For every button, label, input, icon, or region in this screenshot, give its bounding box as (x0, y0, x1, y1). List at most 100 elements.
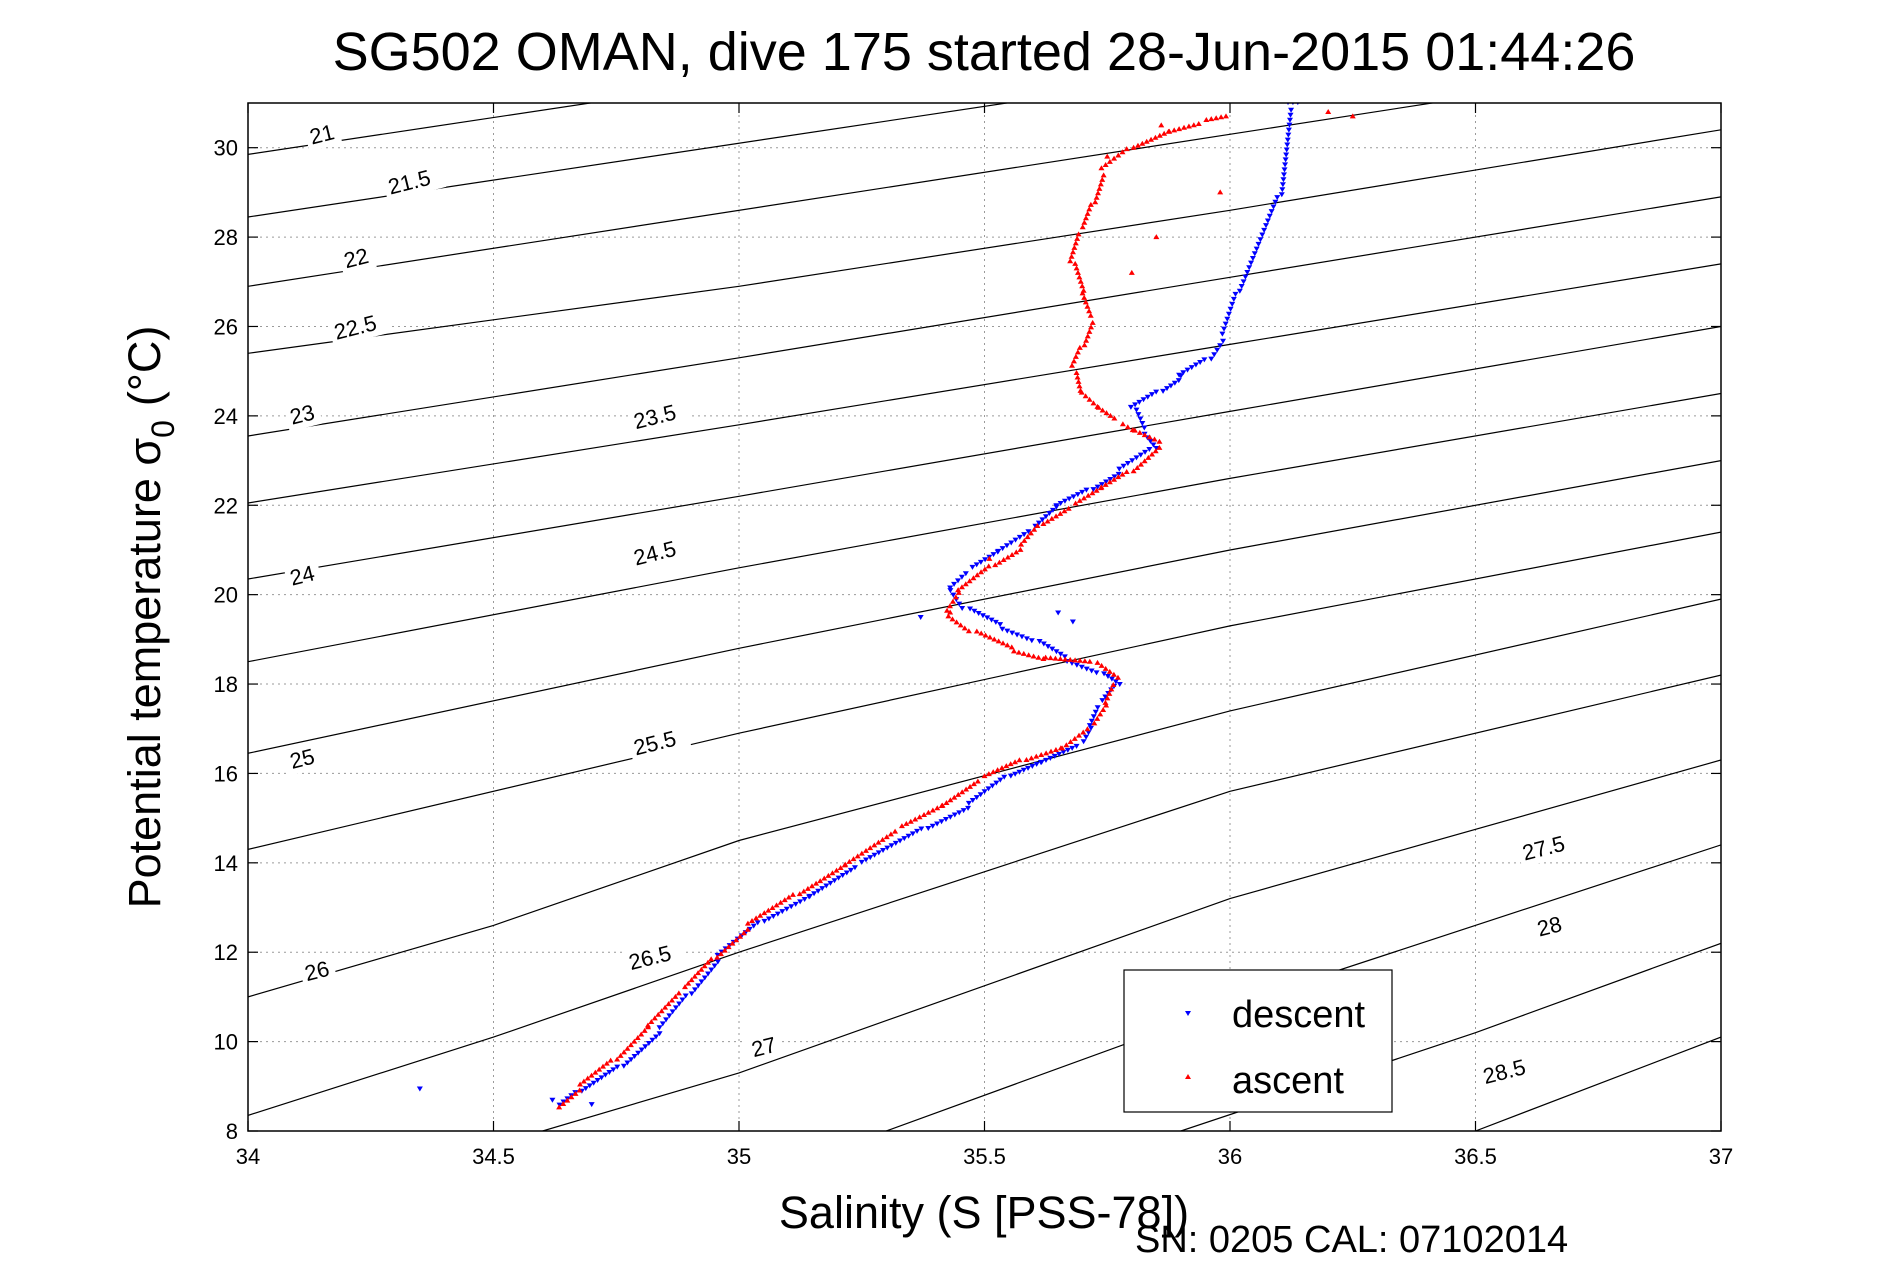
ascent-point (1208, 116, 1215, 122)
y-tick-label: 20 (214, 583, 238, 608)
descent-point (708, 967, 715, 973)
ascent-point (808, 883, 815, 889)
ascent-point (1102, 665, 1109, 671)
ascent-point (947, 609, 954, 615)
ascent-point (1185, 123, 1192, 129)
ascent-point (796, 891, 803, 897)
ascent-point (925, 809, 932, 815)
descent-point (1217, 343, 1224, 349)
ascent-point (1195, 120, 1202, 126)
ascent-point (944, 607, 951, 613)
descent-point (1079, 489, 1086, 495)
ascent-point (1087, 201, 1094, 207)
legend-ascent-marker (1185, 1074, 1191, 1079)
ascent-point (1114, 674, 1121, 680)
ascent-point (1028, 755, 1035, 761)
ascent-point (1030, 653, 1037, 659)
descent-point (1098, 482, 1105, 488)
ascent-point (1158, 122, 1165, 128)
ascent-point (564, 1097, 571, 1103)
ascent-point (1110, 671, 1117, 677)
descent-point (1287, 112, 1294, 118)
ascent-point (1000, 640, 1007, 646)
descent-point (1278, 192, 1285, 198)
y-tick-label: 26 (214, 314, 238, 339)
descent-point (1042, 514, 1049, 520)
ascent-point (1094, 715, 1101, 721)
ascent-point (982, 632, 989, 638)
ascent-point (1108, 686, 1115, 692)
ascent-point (1166, 128, 1173, 134)
ascent-point (858, 850, 865, 856)
ascent-point (1106, 668, 1113, 674)
descent-point (1227, 306, 1234, 312)
descent-point (1146, 447, 1153, 453)
ascent-point (1034, 522, 1041, 528)
grid-lines (248, 103, 1721, 1131)
descent-point (1056, 751, 1063, 757)
y-tick-label: 14 (214, 851, 238, 876)
descent-point (1061, 654, 1068, 660)
ascent-point (1013, 549, 1020, 555)
descent-point (1053, 503, 1060, 509)
ascent-point (685, 980, 692, 986)
descent-point (914, 828, 921, 834)
descent-point (1236, 288, 1243, 294)
descent-point (1060, 749, 1067, 755)
descent-point (1132, 402, 1139, 408)
descent-point (701, 975, 708, 981)
descent-point (1049, 646, 1056, 652)
contour-label-bg (381, 161, 447, 202)
ascent-point (599, 1063, 606, 1069)
y-axis-label-unit: (°C) (119, 326, 170, 406)
ascent-point (1018, 541, 1025, 547)
descent-point (792, 901, 799, 907)
descent-point (631, 1054, 638, 1060)
ascent-point (1076, 383, 1083, 389)
ascent-point (1128, 269, 1135, 275)
ascent-point (1074, 235, 1081, 241)
descent-point (1049, 507, 1056, 513)
ascent-point (970, 575, 977, 581)
density-contour-line (248, 531, 1721, 850)
descent-point (1070, 494, 1077, 500)
ascent-point (842, 861, 849, 867)
ascent-point (749, 917, 756, 923)
descent-point (1007, 773, 1014, 779)
y-axis-label: Potential temperature σ0 (°C) (119, 326, 181, 909)
ascent-point (951, 794, 958, 800)
contour-label: 24.5 (631, 536, 679, 571)
ascent-point (1103, 702, 1110, 708)
descent-point (959, 606, 966, 612)
ascent-point (1012, 759, 1019, 765)
descent-point (1147, 438, 1154, 444)
descent-point (1177, 373, 1184, 379)
ascent-point (1141, 458, 1148, 464)
descent-point (705, 971, 712, 977)
descent-point (1222, 321, 1229, 327)
ascent-point (1048, 515, 1055, 521)
density-contour-line (1475, 1036, 1721, 1131)
ascent-point (1190, 122, 1197, 128)
descent-point (985, 786, 992, 792)
descent-point (1133, 407, 1140, 413)
ascent-point (1156, 438, 1163, 444)
axis-ticks: 34 34.5 35 35.5 36 36.5 3781012141618202224262… (214, 103, 1733, 1169)
descent-point (1221, 326, 1228, 332)
ascent-point (1181, 124, 1188, 130)
ascent-point (714, 954, 721, 960)
ascent-point (1065, 505, 1072, 511)
ascent-point (588, 1072, 595, 1078)
ascent-point (556, 1104, 563, 1110)
ascent-point (644, 1022, 651, 1028)
descent-point (663, 1017, 670, 1023)
ascent-point (617, 1052, 624, 1058)
descent-point (1040, 641, 1047, 647)
descent-point (1047, 755, 1054, 761)
descent-point (819, 886, 826, 892)
descent-point (1108, 676, 1115, 682)
ascent-point (953, 619, 960, 625)
descent-point (960, 808, 967, 814)
ascent-point (1156, 444, 1163, 450)
ascent-point (789, 891, 796, 897)
